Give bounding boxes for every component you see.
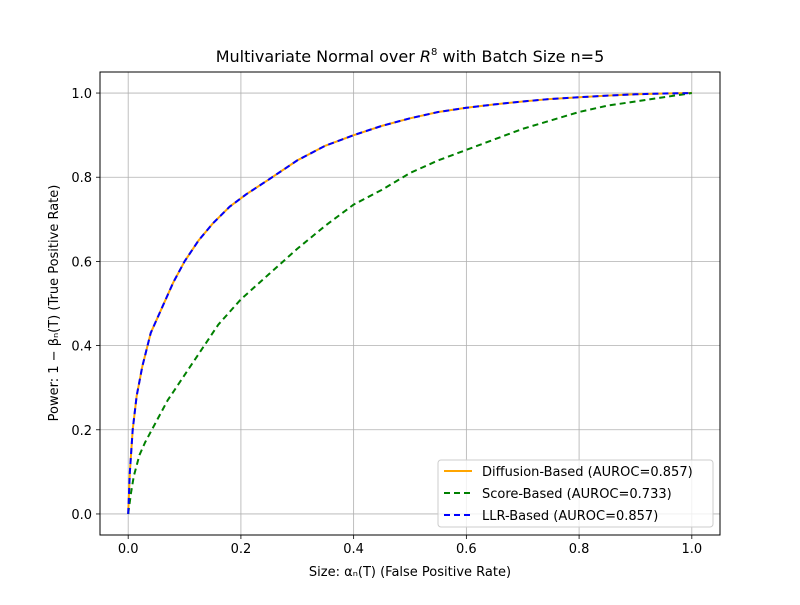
- y-tick-label: 0.6: [71, 255, 92, 270]
- legend-box: [437, 459, 714, 528]
- title-base: R: [420, 47, 431, 66]
- title-superscript: 8: [431, 47, 437, 58]
- series-line-3: [127, 92, 692, 514]
- x-tick-label: 0.8: [569, 542, 590, 557]
- plot-area: [100, 72, 720, 535]
- series-lines: [127, 92, 692, 515]
- y-tick-label: 0.0: [71, 508, 92, 523]
- legend-label-2: Score-Based (AUROC=0.733): [482, 487, 672, 502]
- legend-label-1: Diffusion-Based (AUROC=0.857): [482, 465, 693, 480]
- y-axis-label: Power: 1 − βₙ(T) (True Positive Rate): [47, 185, 62, 422]
- x-tick-label: 0.6: [456, 542, 477, 557]
- title-suffix: with Batch Size n=5: [437, 47, 604, 66]
- x-tick-label: 0.4: [343, 542, 364, 557]
- y-tick-label: 0.2: [71, 424, 92, 439]
- title-prefix: Multivariate Normal over: [216, 47, 420, 66]
- y-tick-label: 1.0: [71, 87, 92, 102]
- series-line-2: [127, 92, 692, 515]
- legend-label-3: LLR-Based (AUROC=0.857): [482, 509, 658, 524]
- x-tick-label: 0.2: [231, 542, 252, 557]
- plot-frame: [99, 71, 721, 536]
- legend: Diffusion-Based (AUROC=0.857) Score-Based…: [437, 459, 714, 528]
- axis-ticks: 0.0 0.2 0.4 0.6 0.8 1.0 0.0 0.2 0.4 0.6 0.8 1.0: [71, 87, 702, 557]
- x-tick-label: 1.0: [681, 542, 702, 557]
- y-tick-label: 0.4: [71, 340, 92, 355]
- chart-title: Multivariate Normal over R8 with Batch S…: [216, 47, 605, 66]
- x-tick-label: 0.0: [118, 542, 139, 557]
- x-axis-label: Size: αₙ(T) (False Positive Rate): [309, 565, 511, 580]
- y-tick-label: 0.8: [71, 171, 92, 186]
